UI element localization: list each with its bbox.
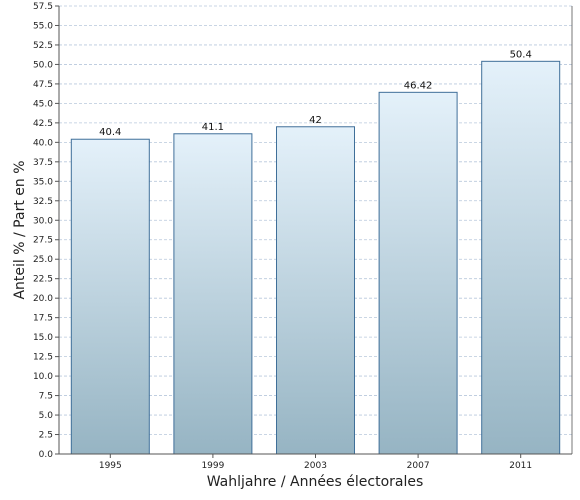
y-tick-label: 15.0 bbox=[33, 333, 53, 343]
x-tick-label: 1995 bbox=[99, 461, 122, 471]
y-tick-label: 25.0 bbox=[33, 255, 53, 265]
bar bbox=[70, 138, 150, 455]
y-tick-label: 35.0 bbox=[33, 177, 53, 187]
y-tick-label: 42.5 bbox=[33, 119, 53, 129]
data-label: 42 bbox=[309, 115, 322, 126]
y-tick-label: 40.0 bbox=[33, 138, 53, 148]
y-tick-label: 45.0 bbox=[33, 99, 53, 109]
y-tick-label: 10.0 bbox=[33, 372, 53, 382]
x-tick-label: 2003 bbox=[304, 461, 327, 471]
y-axis-title: Anteil % / Part en % bbox=[12, 160, 28, 299]
y-tick-label: 20.0 bbox=[33, 294, 53, 304]
y-tick-label: 27.5 bbox=[33, 236, 53, 246]
y-tick-label: 22.5 bbox=[33, 275, 53, 285]
bar bbox=[378, 91, 458, 455]
y-tick-label: 37.5 bbox=[33, 158, 53, 168]
axes bbox=[58, 6, 573, 455]
data-label: 50.4 bbox=[510, 49, 532, 60]
bar bbox=[276, 126, 355, 455]
y-tick-label: 7.5 bbox=[39, 392, 53, 402]
x-axis-ticks: 1995 1999 2003 2007 2011 bbox=[99, 454, 532, 471]
y-tick-label: 12.5 bbox=[33, 353, 53, 363]
y-tick-label: 47.5 bbox=[33, 80, 53, 90]
x-axis-title: Wahljahre / Années électorales bbox=[207, 474, 424, 490]
data-label: 40.4 bbox=[99, 127, 121, 138]
x-tick-label: 1999 bbox=[201, 461, 224, 471]
data-label: 46.42 bbox=[404, 80, 433, 91]
y-tick-label: 32.5 bbox=[33, 197, 53, 207]
y-tick-label: 5.0 bbox=[39, 411, 54, 421]
x-tick-label: 2007 bbox=[407, 461, 430, 471]
y-tick-label: 50.0 bbox=[33, 60, 53, 70]
y-axis-ticks: 0.0 2.5 5.0 7.5 10.0 12.5 15.0 17.5 20.0 22.5 25.0… bbox=[33, 2, 59, 460]
y-tick-label: 57.5 bbox=[33, 2, 53, 12]
y-tick-label: 30.0 bbox=[33, 216, 53, 226]
y-tick-label: 17.5 bbox=[33, 314, 53, 324]
bar bbox=[173, 133, 253, 455]
y-tick-label: 0.0 bbox=[39, 450, 54, 460]
y-tick-label: 52.5 bbox=[33, 41, 53, 51]
x-tick-label: 2011 bbox=[509, 461, 532, 471]
bar bbox=[481, 60, 561, 455]
bars: 40.4 41.1 42 46.42 50.4 bbox=[70, 49, 561, 455]
y-tick-label: 2.5 bbox=[39, 431, 53, 441]
data-label: 41.1 bbox=[202, 122, 224, 133]
y-tick-label: 55.0 bbox=[33, 21, 53, 31]
